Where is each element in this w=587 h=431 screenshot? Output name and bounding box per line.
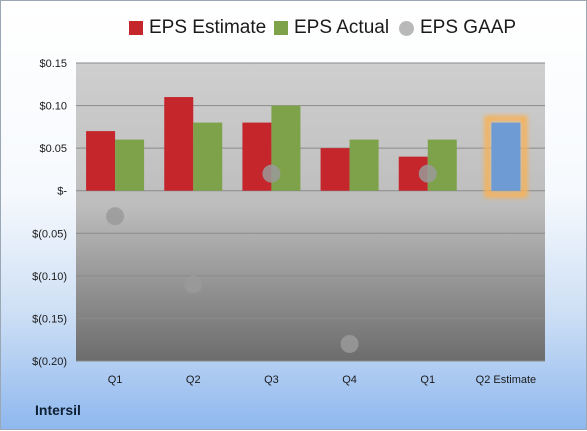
gaap-points bbox=[106, 164, 437, 353]
x-tick-label: Q3 bbox=[264, 374, 279, 386]
point-eps-gaap bbox=[340, 334, 359, 353]
bars bbox=[86, 97, 528, 198]
bar-eps-estimate bbox=[320, 148, 350, 191]
point-eps-gaap bbox=[262, 164, 281, 183]
bar-next-estimate-glow bbox=[484, 115, 528, 198]
y-tick-label: $(0.10) bbox=[32, 271, 67, 283]
bar-eps-actual bbox=[349, 139, 379, 191]
x-tick-label: Q1 bbox=[108, 374, 123, 386]
bar-eps-actual bbox=[115, 139, 145, 191]
point-eps-gaap bbox=[184, 275, 203, 294]
company-name: Intersil bbox=[35, 402, 81, 418]
y-tick-label: $0.10 bbox=[39, 101, 67, 113]
bar-eps-estimate bbox=[86, 131, 116, 191]
legend-swatch-eps-gaap bbox=[399, 20, 414, 36]
y-tick-label: $- bbox=[57, 186, 67, 198]
legend-label-eps-actual: EPS Actual bbox=[294, 17, 390, 38]
legend-label-eps-estimate: EPS Estimate bbox=[149, 17, 267, 38]
y-axis-tick-labels: $0.15 $0.10 $0.05 $- $(0.05) $(0.10) $(0.15) $(… bbox=[32, 58, 67, 368]
legend-swatch-eps-estimate bbox=[129, 21, 143, 35]
bar-eps-actual bbox=[193, 122, 223, 191]
y-tick-label: $(0.15) bbox=[32, 313, 67, 325]
y-tick-label: $0.15 bbox=[39, 58, 67, 70]
x-tick-label: Q1 bbox=[420, 374, 435, 386]
legend-item-eps-estimate: EPS Estimate bbox=[129, 17, 266, 39]
legend-item-eps-actual: EPS Actual bbox=[274, 17, 389, 39]
x-tick-label: Q4 bbox=[342, 374, 357, 386]
x-tick-label: Q2 bbox=[186, 374, 201, 386]
point-eps-gaap bbox=[106, 207, 125, 226]
bar-next-quarter-estimate bbox=[491, 122, 521, 191]
bar-eps-actual bbox=[427, 139, 457, 191]
gridlines bbox=[76, 62, 545, 362]
plot-area bbox=[76, 63, 545, 361]
y-tick-label: $(0.05) bbox=[32, 228, 67, 240]
x-axis-tick-labels: Q1 Q2 Q3 Q4 Q1 Q2 Estimate bbox=[108, 374, 536, 386]
point-eps-gaap bbox=[418, 164, 437, 183]
legend-label-eps-gaap: EPS GAAP bbox=[420, 17, 517, 38]
bar-eps-estimate bbox=[164, 97, 194, 191]
legend-swatch-eps-actual bbox=[274, 21, 288, 35]
y-tick-label: $(0.20) bbox=[32, 356, 67, 368]
x-tick-label: Q2 Estimate bbox=[476, 374, 537, 386]
chart-legend: EPS Estimate EPS Actual EPS GAAP bbox=[1, 17, 587, 43]
y-tick-label: $0.05 bbox=[39, 143, 67, 155]
legend-item-eps-gaap: EPS GAAP bbox=[399, 17, 516, 39]
